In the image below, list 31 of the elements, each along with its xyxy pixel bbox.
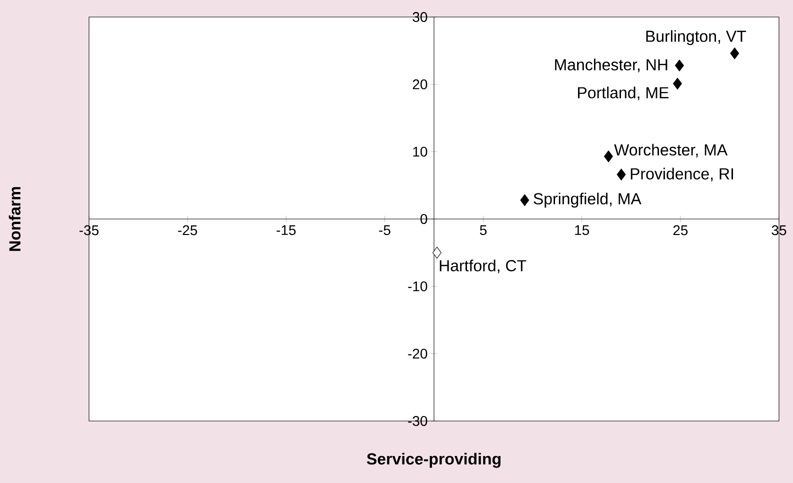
point (520, 194, 530, 206)
y-tick-label: -10 (408, 281, 428, 292)
x-tick-label: -25 (178, 225, 198, 236)
y-tick-label: -30 (408, 416, 428, 426)
point (672, 78, 682, 90)
point (604, 150, 613, 162)
y-tick-label: 30 (412, 12, 428, 22)
x-tick-label: 25 (673, 225, 688, 236)
x-tick-label: -5 (379, 225, 390, 236)
point (674, 60, 684, 72)
point (432, 246, 442, 259)
annotation: Portland, ME (578, 86, 668, 100)
y-tick-label: 20 (412, 79, 428, 90)
x-axis-title: Service-providing (366, 452, 501, 468)
y-axis-title: Nonfarm (8, 187, 21, 251)
annotation: Springfield, MA (534, 192, 642, 208)
x-tick-label: 15 (575, 225, 590, 236)
annotation: Hartford, CT (440, 260, 526, 274)
x-tick-label: -35 (80, 225, 99, 236)
x-tick-label: 5 (480, 225, 487, 236)
annotation: Worchester, MA (614, 144, 728, 158)
y-tick-label: 10 (413, 146, 428, 157)
x-tick-label: -15 (276, 225, 296, 236)
point (730, 47, 740, 60)
point (616, 168, 626, 180)
annotation: Burlington, VT (646, 30, 746, 46)
y-tick-label: -20 (408, 348, 428, 359)
annotation: Manchester, NH (555, 58, 668, 72)
x-tick-label: 35 (772, 225, 786, 236)
annotation: Providence, RI (630, 168, 733, 182)
y-tick-label: 0 (420, 214, 428, 224)
